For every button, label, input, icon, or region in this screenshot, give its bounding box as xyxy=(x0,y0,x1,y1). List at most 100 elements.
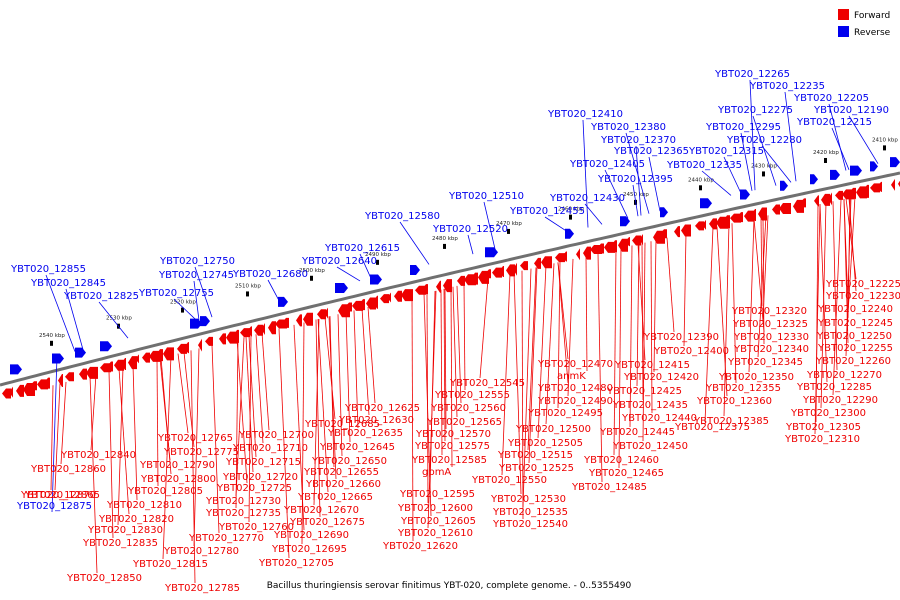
forward-gene-label: YBT020_12225 xyxy=(825,279,900,290)
forward-gene-arrow xyxy=(695,221,704,231)
forward-gene-arrow xyxy=(373,295,378,309)
forward-leader-line xyxy=(845,197,852,357)
forward-leader-line xyxy=(731,223,737,384)
forward-leader-line xyxy=(278,328,290,559)
forward-leader-line xyxy=(642,242,646,442)
forward-gene-arrow xyxy=(576,248,580,261)
forward-gene-arrow xyxy=(779,202,791,214)
forward-gene-label: YBT020_12635 xyxy=(327,428,403,439)
reverse-gene-arrow xyxy=(870,161,878,172)
forward-gene-label: YBT020_12695 xyxy=(271,544,347,555)
reverse-gene-arrow xyxy=(335,282,348,293)
tick-label: 2410 kbp xyxy=(872,137,898,143)
reverse-gene-arrow xyxy=(850,165,862,176)
reverse-gene-arrow xyxy=(890,157,900,168)
forward-gene-arrow xyxy=(870,183,880,193)
kbp-ticks: 2410 kbp 2420 kbp 2430 kbp 2440 kbp 2450 kbp… xyxy=(39,137,898,346)
reverse-gene-arrow xyxy=(278,296,288,307)
reverse-leader-line xyxy=(648,156,661,212)
reverse-gene-arrow xyxy=(75,347,86,358)
reverse-gene-label: YBT020_12275 xyxy=(717,105,793,116)
forward-gene-arrow xyxy=(394,290,402,302)
forward-gene-label: YBT020_12840 xyxy=(60,450,136,461)
forward-gene-arrow xyxy=(247,326,252,337)
forward-leader-line xyxy=(757,215,767,358)
forward-gene-label: YBT020_12775 xyxy=(163,447,239,458)
forward-gene-label: YBT020_12865 xyxy=(24,490,100,501)
reverse-gene-label: YBT020_12235 xyxy=(749,81,825,92)
reverse-leader-line xyxy=(848,115,879,164)
forward-gene-label: YBT020_12870 xyxy=(20,490,96,501)
forward-gene-label: YBT020_12310 xyxy=(784,434,860,445)
forward-leader-line xyxy=(832,199,842,396)
forward-gene-label: YBT020_12495 xyxy=(527,408,603,419)
forward-gene-arrow xyxy=(65,372,74,382)
forward-gene-arrow xyxy=(30,381,37,391)
forward-gene-label: YBT020_12300 xyxy=(790,408,866,419)
forward-leader-line xyxy=(456,285,462,404)
forward-gene-label: YBT020_12245 xyxy=(817,318,893,329)
forward-leader-line xyxy=(193,348,200,547)
forward-leader-line xyxy=(653,240,657,373)
reverse-gene-label: YBT020_12825 xyxy=(63,291,139,302)
forward-leader-line xyxy=(255,334,264,444)
forward-gene-label: YBT020_12625 xyxy=(344,403,420,414)
forward-gene-label: YBT020_12525 xyxy=(498,463,574,474)
tick-mark xyxy=(762,171,765,177)
forward-leader-line xyxy=(367,306,376,404)
forward-leader-line xyxy=(190,350,196,584)
forward-gene-arrow xyxy=(597,243,604,254)
forward-gene-label: YBT020_12500 xyxy=(515,424,591,435)
forward-gene-label: YBT020_12820 xyxy=(98,514,174,525)
forward-gene-label: YBT020_12435 xyxy=(612,400,688,411)
forward-gene-arrow xyxy=(16,384,24,397)
forward-gene-arrow xyxy=(135,354,139,364)
forward-gene-label: YBT020_12465 xyxy=(588,468,664,479)
forward-gene-label: YBT020_12570 xyxy=(415,429,491,440)
forward-gene-arrow xyxy=(758,207,767,221)
forward-gene-label: YBT020_12655 xyxy=(303,467,379,478)
forward-gene-label: YBT020_12420 xyxy=(623,372,699,383)
reverse-gene-label: YBT020_12315 xyxy=(688,146,764,157)
forward-leader-line xyxy=(683,233,687,347)
forward-gene-arrow xyxy=(611,240,617,253)
forward-gene-label: YBT020_12555 xyxy=(434,390,510,401)
tick-mark xyxy=(883,145,886,151)
reverse-gene-arrow xyxy=(200,316,210,327)
forward-leader-line xyxy=(361,308,370,416)
forward-leader-line xyxy=(89,375,98,574)
forward-gene-label: YBT020_12565 xyxy=(426,417,502,428)
forward-gene-label: YBT020_12675 xyxy=(289,517,365,528)
forward-leader-line xyxy=(90,374,97,451)
tick-mark xyxy=(181,307,184,313)
forward-gene-arrow xyxy=(198,338,202,352)
forward-gene-arrow xyxy=(296,314,302,327)
forward-gene-arrow xyxy=(366,297,376,310)
forward-gene-label: YBT020_12630 xyxy=(338,415,414,426)
tick-mark xyxy=(310,275,313,281)
forward-gene-arrow xyxy=(835,190,843,200)
forward-leader-line xyxy=(762,216,765,345)
forward-gene-label: YBT020_12230 xyxy=(825,291,900,302)
forward-gene-arrow xyxy=(184,342,189,354)
reverse-leader-line xyxy=(582,119,589,228)
forward-leader-line xyxy=(324,317,336,420)
forward-gene-arrow xyxy=(555,253,565,263)
tick-mark xyxy=(699,185,702,191)
tick-label: 2470 kbp xyxy=(496,221,522,227)
forward-gene-arrow xyxy=(422,284,428,295)
tick-label: 2430 kbp xyxy=(751,163,777,169)
forward-gene-label: YBT020_12720 xyxy=(222,472,298,483)
forward-gene-arrow xyxy=(261,322,265,335)
reverse-gene-arrow xyxy=(620,216,630,227)
forward-gene-label: YBT020_12260 xyxy=(815,356,891,367)
forward-gene-arrow xyxy=(107,361,113,372)
reverse-gene-label: YBT020_12580 xyxy=(364,211,440,222)
forward-gene-label: YBT020_12575 xyxy=(414,441,490,452)
reverse-gene-label: YBT020_12845 xyxy=(30,278,106,289)
reverse-leader-line xyxy=(359,253,372,279)
forward-leader-line xyxy=(513,272,522,495)
forward-gene-label: YBT020_12415 xyxy=(614,360,690,371)
forward-gene-label: YBT020_12595 xyxy=(399,489,475,500)
forward-gene-arrow xyxy=(303,312,313,326)
